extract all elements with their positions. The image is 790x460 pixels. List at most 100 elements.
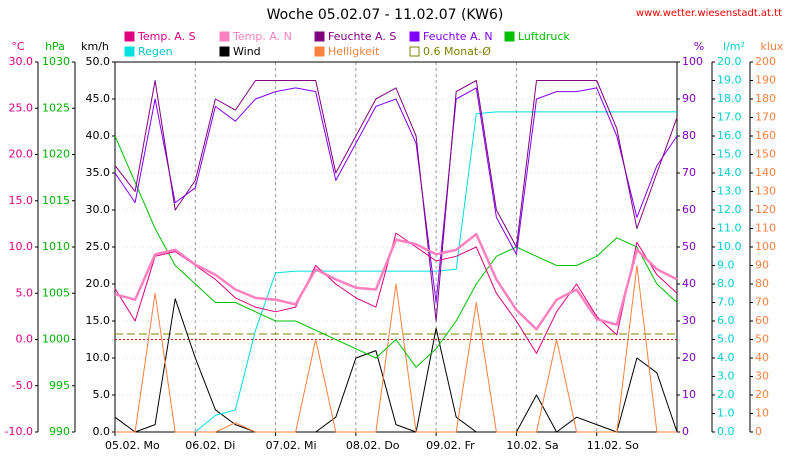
legend-swatch [219, 31, 230, 42]
y-tick-label: 190 [755, 74, 776, 87]
y-tick-label: 6.0 [717, 314, 735, 327]
y-tick-label: 18.0 [717, 92, 742, 105]
axis-label: klux [761, 40, 784, 53]
y-tick-label: 30.0 [9, 55, 34, 68]
y-tick-label: 10 [682, 388, 696, 401]
series-line [114, 232, 678, 354]
y-tick-label: 10.0 [9, 240, 34, 253]
x-tick-label: 06.02. Di [185, 439, 235, 452]
y-tick-label: 50 [755, 333, 769, 346]
y-tick-label: 110 [755, 222, 776, 235]
y-tick-label: 0 [682, 425, 689, 438]
y-tick-label: 150 [755, 148, 776, 161]
y-tick-label: 1025 [42, 101, 70, 114]
y-tick-label: 4.0 [717, 351, 735, 364]
y-tick-label: 50.0 [86, 55, 111, 68]
y-tick-label: 30 [682, 314, 696, 327]
y-tick-label: 20 [755, 388, 769, 401]
y-tick-label: 7.0 [717, 296, 735, 309]
series-line [114, 87, 678, 303]
y-tick-label: 180 [755, 92, 776, 105]
y-tick-label: 10 [755, 407, 769, 420]
legend-label: Temp. A. N [232, 30, 292, 43]
y-tick-label: 1005 [42, 286, 70, 299]
y-tick-label: 16.0 [717, 129, 742, 142]
y-tick-label: 15.0 [9, 194, 34, 207]
y-tick-label: 0.0 [16, 333, 34, 346]
x-tick-label: 08.02. Do [346, 439, 400, 452]
y-tick-label: 15.0 [717, 148, 742, 161]
y-tick-label: 170 [755, 111, 776, 124]
y-tick-label: 100 [682, 55, 703, 68]
y-tick-label: 20.0 [717, 55, 742, 68]
legend-swatch [124, 31, 135, 42]
legend-label: Regen [138, 45, 173, 58]
y-tick-label: 0 [755, 425, 762, 438]
y-tick-label: 70 [755, 296, 769, 309]
series-line [114, 298, 678, 433]
series-line [115, 265, 677, 433]
y-tick-label: 40 [755, 351, 769, 364]
y-tick-label: 90 [682, 92, 696, 105]
legend-label: Luftdruck [518, 30, 570, 43]
y-tick-label: 1030 [42, 55, 70, 68]
series-line [114, 80, 678, 322]
y-tick-label: 60 [755, 314, 769, 327]
source: www.wetter.wiesenstadt.at.tt [636, 8, 782, 19]
x-tick-label: 05.02. Mo [105, 439, 160, 452]
axis-label: hPa [45, 40, 65, 53]
y-tick-label: 5.0 [93, 388, 111, 401]
y-tick-label: 19.0 [717, 74, 742, 87]
legend-label: Feuchte A. N [423, 30, 493, 43]
legend-label: Temp. A. S [137, 30, 196, 43]
y-tick-label: 70 [682, 166, 696, 179]
y-tick-label: 25.0 [86, 240, 111, 253]
chart-title: Woche 05.02.07 - 11.02.07 (KW6) [267, 7, 504, 23]
y-tick-label: 0.0 [93, 425, 111, 438]
y-tick-label: 120 [755, 203, 776, 216]
x-tick-label: 11.02. So [587, 439, 639, 452]
y-tick-label: 9.0 [717, 259, 735, 272]
y-tick-label: 130 [755, 185, 776, 198]
y-tick-label: 990 [49, 425, 70, 438]
x-tick-label: 07.02. Mi [266, 439, 317, 452]
y-tick-label: 1010 [42, 240, 70, 253]
y-tick-label: 80 [682, 129, 696, 142]
y-tick-label: 0.0 [717, 425, 735, 438]
y-tick-label: 1.0 [717, 407, 735, 420]
y-tick-label: 12.0 [717, 203, 742, 216]
axis-label: % [694, 40, 704, 53]
y-tick-label: 45.0 [86, 92, 111, 105]
y-tick-label: 13.0 [717, 185, 742, 198]
y-tick-label: 5.0 [717, 333, 735, 346]
series-line [114, 232, 678, 331]
legend-label: Wind [233, 45, 261, 58]
y-tick-label: 40.0 [86, 129, 111, 142]
y-tick-label: 3.0 [717, 370, 735, 383]
y-tick-label: 200 [755, 55, 776, 68]
y-tick-label: 8.0 [717, 277, 735, 290]
y-tick-label: 1020 [42, 148, 70, 161]
y-tick-label: 35.0 [86, 166, 111, 179]
y-tick-label: 30 [755, 370, 769, 383]
y-tick-label: -5.0 [12, 379, 33, 392]
y-tick-label: 1000 [42, 333, 70, 346]
y-tick-label: 10.0 [86, 351, 111, 364]
y-tick-label: 20 [682, 351, 696, 364]
y-tick-label: 17.0 [717, 111, 742, 124]
y-tick-label: -10.0 [5, 425, 33, 438]
plot-frame [114, 61, 678, 433]
y-tick-label: 20.0 [9, 148, 34, 161]
legend-swatch [124, 46, 135, 57]
y-tick-label: 2.0 [717, 388, 735, 401]
legend-swatch [409, 31, 420, 42]
legend-label: Helligkeit [328, 45, 380, 58]
axis-label: km/h [81, 40, 109, 53]
y-tick-label: 30.0 [86, 203, 111, 216]
y-tick-label: 90 [755, 259, 769, 272]
y-tick-label: 11.0 [717, 222, 742, 235]
legend-swatch [314, 31, 325, 42]
y-tick-label: 50 [682, 240, 696, 253]
